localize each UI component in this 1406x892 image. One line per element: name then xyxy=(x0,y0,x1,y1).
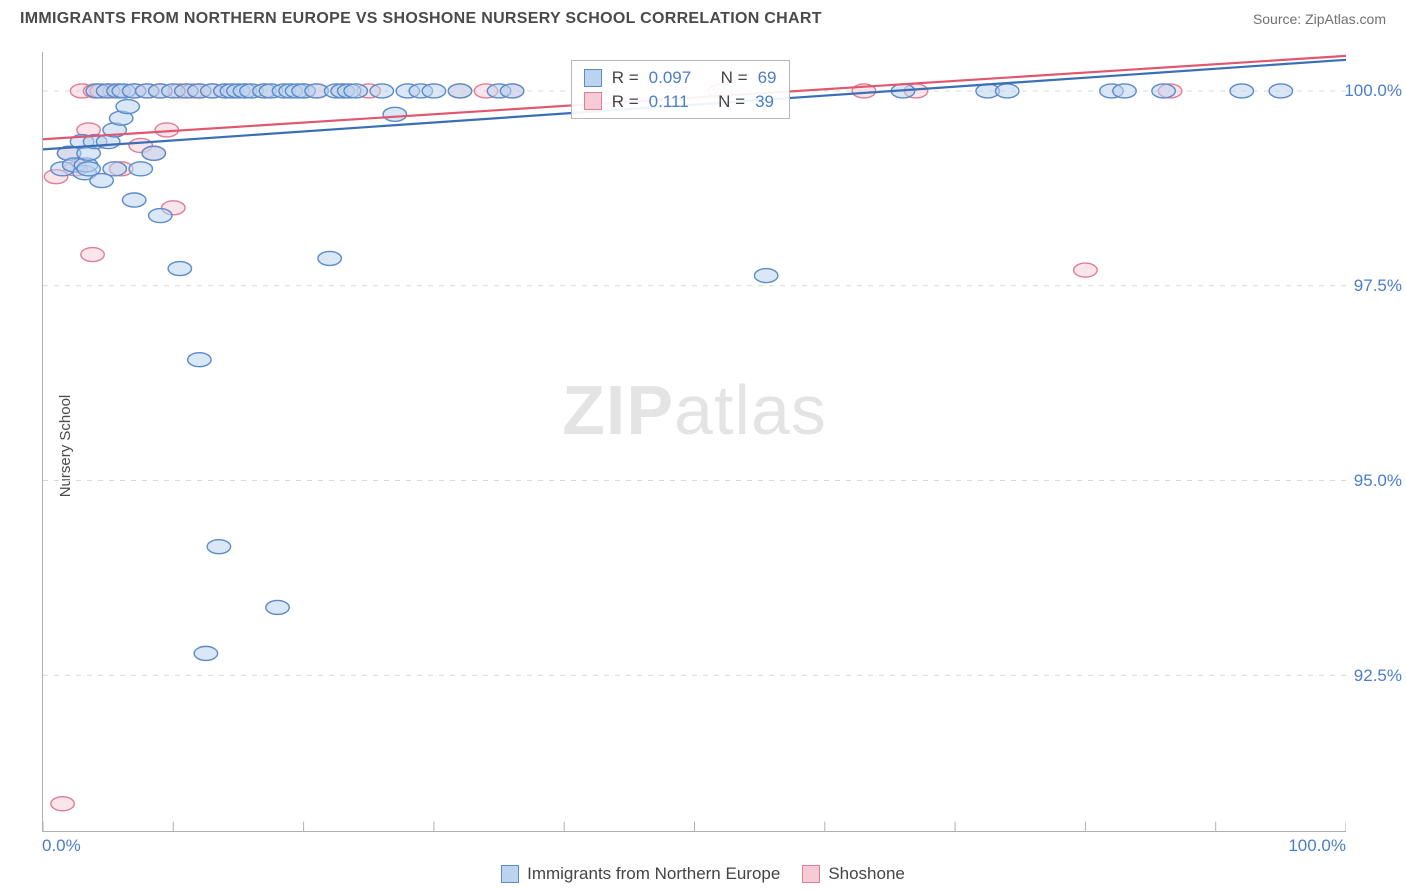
plot-region: ZIPatlas R =0.097 N =69R =0.111 N =39 xyxy=(42,52,1346,832)
legend-item: Immigrants from Northern Europe xyxy=(501,864,780,884)
x-tick-label: 100.0% xyxy=(1288,836,1346,856)
y-tick-label: 100.0% xyxy=(1344,81,1402,101)
stats-row: R = 0.097 N = 69 xyxy=(584,66,777,90)
legend-label: Shoshone xyxy=(828,864,905,884)
correlation-stats-box: R = 0.097 N = 69 R = 0.111 N = 39 xyxy=(571,60,790,120)
y-tick-label: 92.5% xyxy=(1354,666,1402,686)
source-label: Source: xyxy=(1253,11,1301,27)
y-axis-tick-labels: 92.5% 95.0% 97.5% 100.0% xyxy=(1346,52,1402,832)
chart-header: IMMIGRANTS FROM NORTHERN EUROPE VS SHOSH… xyxy=(0,0,1406,34)
r-value: 0.097 xyxy=(649,66,692,90)
n-value: 39 xyxy=(755,90,774,114)
scatter-svg xyxy=(43,52,1346,831)
legend-swatch xyxy=(802,865,820,883)
stats-row: R = 0.111 N = 39 xyxy=(584,90,777,114)
source-credit: Source: ZipAtlas.com xyxy=(1253,11,1386,27)
n-label: N = xyxy=(721,66,748,90)
r-label: R = xyxy=(612,90,639,114)
chart-area: ZIPatlas R =0.097 N =69R =0.111 N =39 xyxy=(42,52,1346,832)
y-tick-label: 95.0% xyxy=(1354,471,1402,491)
legend-swatch xyxy=(584,92,602,110)
n-value: 69 xyxy=(758,66,777,90)
y-tick-label: 97.5% xyxy=(1354,276,1402,296)
legend-item: Shoshone xyxy=(802,864,905,884)
legend-label: Immigrants from Northern Europe xyxy=(527,864,780,884)
r-label: R = xyxy=(612,66,639,90)
legend: Immigrants from Northern Europe Shoshone xyxy=(0,864,1406,884)
legend-swatch xyxy=(584,69,602,87)
source-name: ZipAtlas.com xyxy=(1305,11,1386,27)
chart-title: IMMIGRANTS FROM NORTHERN EUROPE VS SHOSH… xyxy=(20,10,822,28)
x-tick-label: 0.0% xyxy=(42,836,81,856)
x-axis-tick-labels: 0.0% 100.0% xyxy=(42,836,1346,856)
n-label: N = xyxy=(718,90,745,114)
legend-swatch xyxy=(501,865,519,883)
r-value: 0.111 xyxy=(649,90,689,114)
